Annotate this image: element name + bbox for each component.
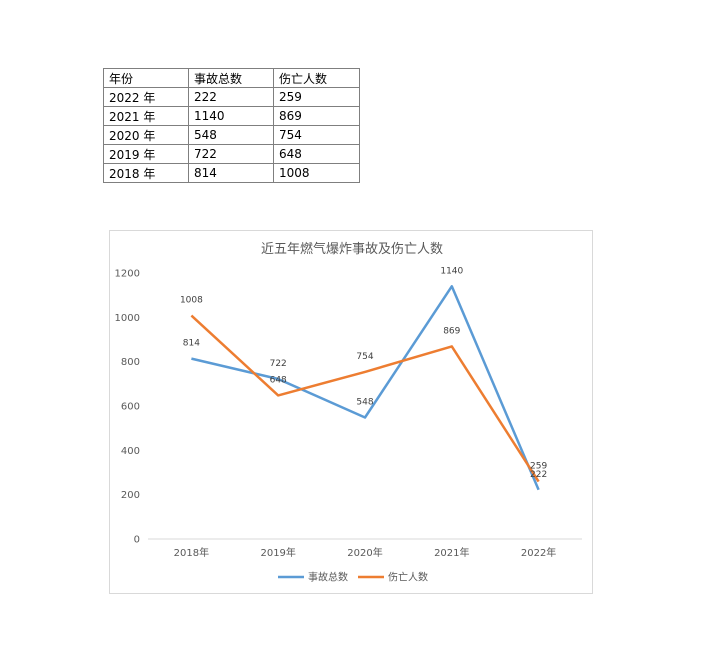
data-label: 1008 — [180, 296, 203, 306]
table-cell: 1140 — [188, 106, 274, 126]
table-cell: 814 — [188, 163, 274, 183]
table-cell: 2020 年 — [103, 125, 189, 145]
chart-title: 近五年燃气爆炸事故及伤亡人数 — [261, 241, 443, 257]
table-cell: 2019 年 — [103, 144, 189, 164]
table-cell: 869 — [273, 106, 360, 126]
header-cell: 事故总数 — [188, 68, 274, 88]
table-row: 2020 年 548 754 — [103, 125, 360, 145]
data-table: 年份 事故总数 伤亡人数 2022 年 222 259 2021 年 1140 … — [103, 68, 360, 183]
table-cell: 548 — [188, 125, 274, 145]
table-row: 2021 年 1140 869 — [103, 106, 360, 126]
table-cell: 222 — [188, 87, 274, 107]
series-line-1 — [191, 285, 540, 491]
y-tick-label: 600 — [121, 402, 140, 413]
x-tick-label: 2019年 — [260, 546, 295, 559]
table-cell: 722 — [188, 144, 274, 164]
y-tick-label: 1200 — [115, 269, 140, 280]
data-label: 648 — [270, 375, 287, 385]
table-cell: 2022 年 — [103, 87, 189, 107]
table-cell: 2018 年 — [103, 163, 189, 183]
data-label: 722 — [270, 359, 287, 369]
table-row: 2019 年 722 648 — [103, 144, 360, 164]
data-label: 222 — [530, 470, 547, 480]
x-tick-label: 2022年 — [521, 546, 556, 559]
data-label: 548 — [356, 398, 373, 408]
legend-label: 事故总数 — [308, 571, 348, 584]
data-label: 754 — [356, 352, 373, 362]
y-tick-label: 200 — [121, 490, 140, 501]
header-cell: 伤亡人数 — [273, 68, 360, 88]
y-tick-label: 400 — [121, 446, 140, 457]
data-label: 814 — [183, 339, 200, 349]
series-line-2 — [190, 314, 540, 483]
x-tick-label: 2020年 — [347, 546, 382, 559]
legend-label: 伤亡人数 — [388, 571, 428, 584]
table-header-row: 年份 事故总数 伤亡人数 — [103, 68, 360, 88]
x-tick-label: 2018年 — [174, 546, 209, 559]
y-tick-label: 1000 — [115, 313, 140, 324]
table-row: 2022 年 222 259 — [103, 87, 360, 107]
data-label: 259 — [530, 462, 547, 472]
y-tick-label: 0 — [134, 535, 140, 546]
data-label: 1140 — [440, 266, 463, 276]
y-tick-label: 800 — [121, 357, 140, 368]
line-chart: 近五年燃气爆炸事故及伤亡人数 0 200 400 600 800 1000 1200 2018… — [115, 241, 582, 584]
table-cell: 1008 — [273, 163, 360, 183]
header-cell: 年份 — [103, 68, 189, 88]
table-cell: 648 — [273, 144, 360, 164]
table-row: 2018 年 814 1008 — [103, 163, 360, 183]
chart-frame: 近五年燃气爆炸事故及伤亡人数 0 200 400 600 800 1000 1200 2018… — [109, 230, 593, 594]
table-cell: 754 — [273, 125, 360, 145]
data-label: 869 — [443, 326, 460, 336]
table-cell: 2021 年 — [103, 106, 189, 126]
table-cell: 259 — [273, 87, 360, 107]
x-tick-label: 2021年 — [434, 546, 469, 559]
